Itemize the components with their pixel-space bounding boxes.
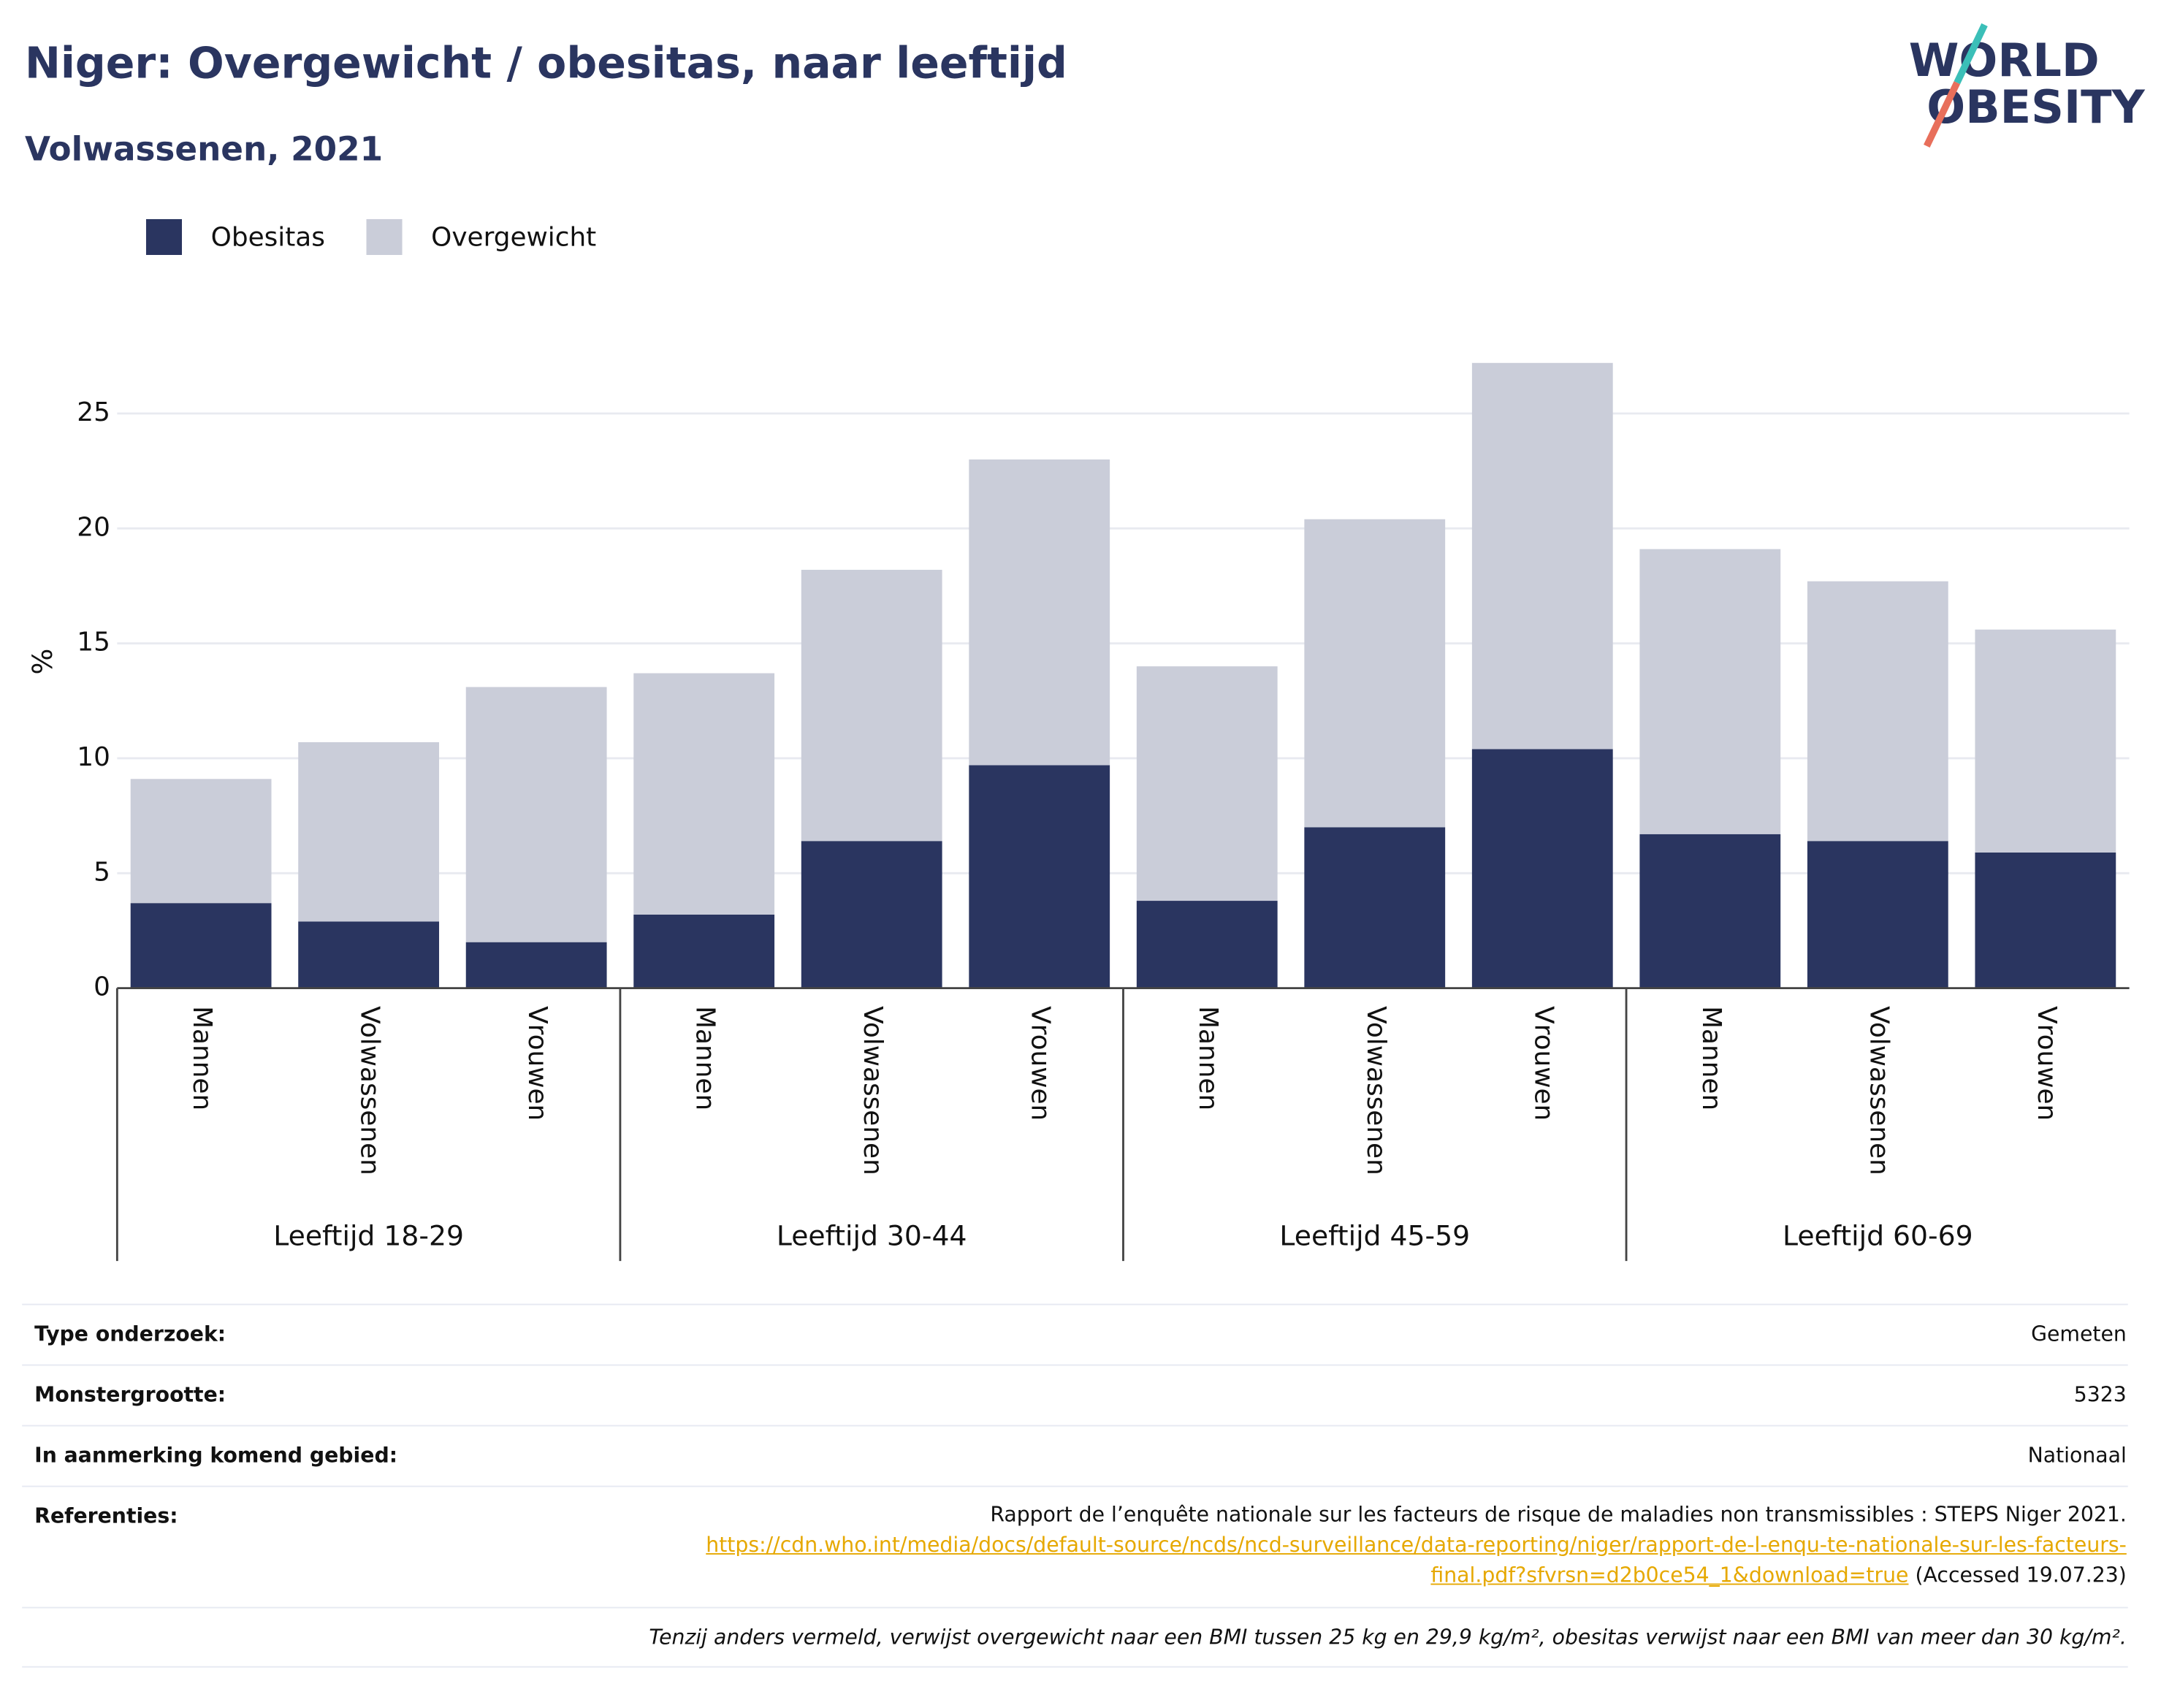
- bar-segment: [130, 903, 272, 988]
- bar-segment: [1304, 519, 1446, 828]
- bar-segment: [1471, 749, 1613, 988]
- bar-segment: [1807, 841, 1948, 988]
- legend-label: Overgewicht: [431, 222, 596, 252]
- logo-text: WORLD: [1909, 34, 2100, 87]
- bar-segment: [1975, 629, 2116, 853]
- note: Tenzij anders vermeld, verwijst overgewi…: [22, 1606, 2128, 1668]
- bar-segment: [633, 914, 775, 988]
- label: Monstergrootte:: [34, 1382, 226, 1408]
- bar-segment: [1304, 827, 1446, 988]
- x-tick-label: Mannen: [1696, 1006, 1726, 1110]
- x-tick-label: Volwassenen: [858, 1006, 888, 1175]
- x-tick-label: Vrouwen: [1528, 1006, 1558, 1121]
- value: 5323: [2073, 1382, 2127, 1408]
- y-tick-label: 5: [94, 857, 110, 887]
- label: In aanmerking komend gebied:: [34, 1443, 398, 1468]
- bar-segment: [1807, 581, 1948, 842]
- footer-row: Type onderzoek: Gemeten: [22, 1303, 2128, 1365]
- logo: WORLD OBESITY: [1909, 23, 2146, 148]
- x-tick-label: Mannen: [1193, 1006, 1223, 1110]
- x-tick-label: Mannen: [187, 1006, 217, 1110]
- chart-subtitle: Volwassenen, 2021: [25, 130, 383, 169]
- group-label: Leeftijd 30-44: [777, 1220, 967, 1252]
- bar-segment: [633, 673, 775, 915]
- value: Gemeten: [2031, 1322, 2127, 1347]
- legend-label: Obesitas: [211, 222, 325, 252]
- y-tick-label: 0: [94, 972, 110, 1002]
- bar-segment: [1639, 549, 1781, 834]
- bar-segment: [465, 942, 607, 988]
- bar-segment: [298, 741, 440, 922]
- logo-slash: [1954, 23, 1988, 85]
- logo-text: OBESITY: [1926, 80, 2145, 134]
- bar-segment: [465, 687, 607, 942]
- footer-row: In aanmerking komend gebied: Nationaal: [22, 1425, 2128, 1486]
- y-tick-label: 20: [77, 512, 110, 542]
- footer: Type onderzoek: Gemeten Monstergrootte: 53…: [22, 1303, 2128, 1668]
- group-label: Leeftijd 45-59: [1279, 1220, 1470, 1252]
- value: Nationaal: [2027, 1443, 2127, 1468]
- chart-title: Niger: Overgewicht / obesitas, naar leef…: [25, 39, 1067, 88]
- y-tick-label: 10: [77, 742, 110, 772]
- bar-segment: [1471, 362, 1613, 750]
- x-tick-label: Mannen: [690, 1006, 720, 1110]
- legend-swatch: [366, 218, 403, 255]
- x-tick-label: Volwassenen: [1864, 1006, 1894, 1175]
- y-tick-label: 15: [77, 628, 110, 657]
- footer-row: Referenties: Rapport de l’enquête nation…: [22, 1485, 2128, 1607]
- bar-segment: [298, 921, 440, 988]
- bar-segment: [1639, 834, 1781, 988]
- reference-accessed: (Accessed 19.07.23): [1915, 1563, 2127, 1588]
- footer-row: Monstergrootte: 5323: [22, 1364, 2128, 1425]
- chart: Niger: Overgewicht / obesitas, naar leef…: [25, 23, 2146, 1262]
- logo-slash: [1924, 81, 1961, 148]
- bar-segment: [801, 841, 942, 988]
- label: Referenties:: [34, 1503, 178, 1529]
- x-tick-label: Vrouwen: [1026, 1006, 1056, 1121]
- x-tick-label: Vrouwen: [522, 1006, 552, 1121]
- bar-segment: [130, 779, 272, 904]
- bar-segment: [969, 765, 1110, 988]
- references: Rapport de l’enquête nationale sur les f…: [625, 1499, 2127, 1590]
- bar-segment: [1136, 901, 1278, 988]
- x-tick-label: Volwassenen: [1361, 1006, 1391, 1175]
- bar-segment: [801, 569, 942, 842]
- y-tick-label: 25: [77, 397, 110, 427]
- x-tick-label: Volwassenen: [355, 1006, 385, 1175]
- label: Type onderzoek:: [34, 1322, 226, 1347]
- x-tick-label: Vrouwen: [2032, 1006, 2062, 1121]
- reference-text: Rapport de l’enquête nationale sur les f…: [990, 1502, 2127, 1528]
- group-label: Leeftijd 18-29: [273, 1220, 464, 1252]
- group-label: Leeftijd 60-69: [1783, 1220, 1973, 1252]
- bar-segment: [969, 459, 1110, 766]
- y-axis-label: %: [26, 649, 58, 675]
- legend-swatch: [145, 218, 183, 255]
- bar-segment: [1136, 666, 1278, 901]
- reference-link[interactable]: https://cdn.who.int/media/docs/default-s…: [706, 1532, 2127, 1588]
- bar-segment: [1975, 852, 2116, 988]
